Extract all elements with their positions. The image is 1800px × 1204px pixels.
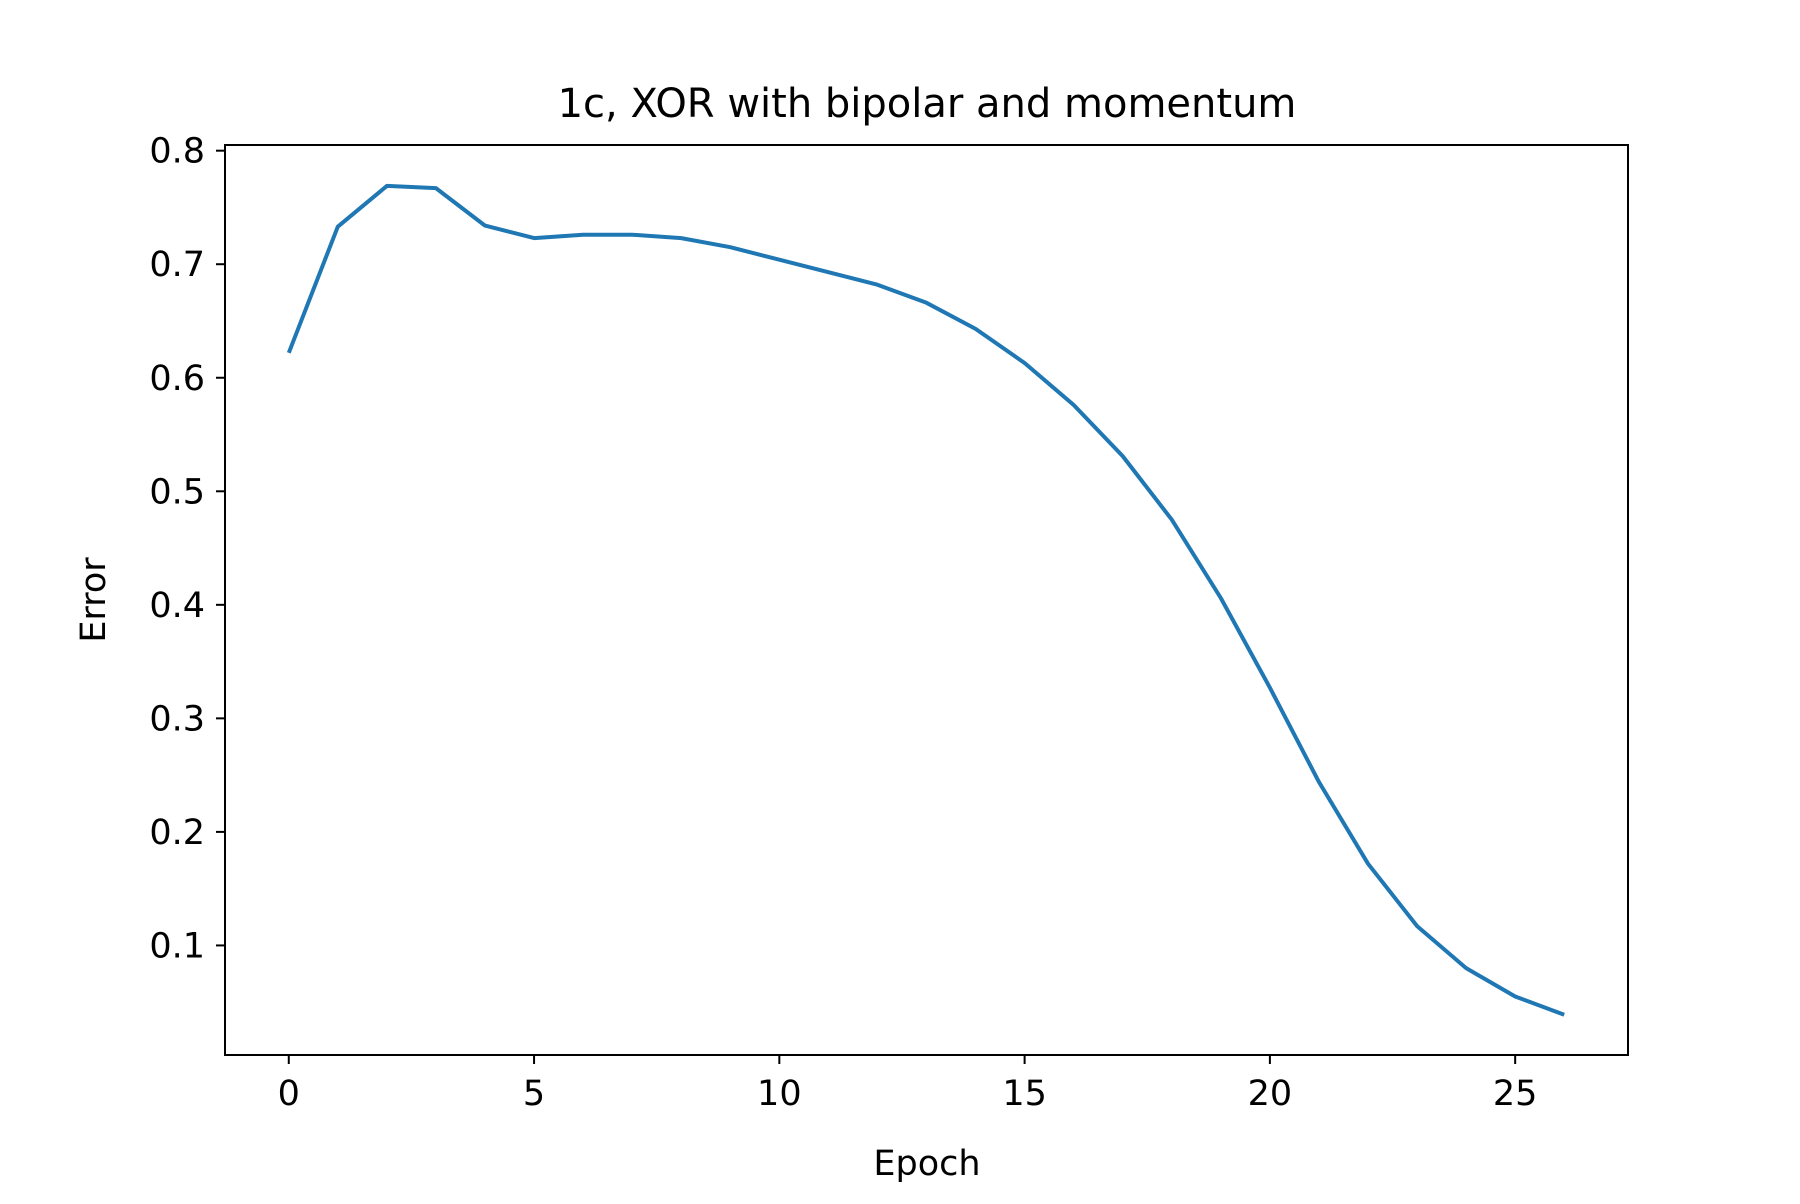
y-axis: 0.1 0.2 0.3 0.4 0.5 0.6 0.7 0.8	[149, 132, 225, 966]
x-axis: 0 5 10 15 20 25	[278, 1055, 1538, 1114]
x-tick-label: 15	[1002, 1074, 1047, 1114]
chart-title: 1c, XOR with bipolar and momentum	[558, 81, 1297, 127]
y-tick-label: 0.7	[149, 245, 205, 285]
y-tick-label: 0.8	[149, 132, 205, 172]
x-tick-label: 20	[1248, 1074, 1293, 1114]
x-tick-label: 25	[1493, 1074, 1538, 1114]
y-tick-label: 0.1	[149, 926, 205, 966]
y-tick-label: 0.3	[149, 699, 205, 739]
error-series-line	[286, 183, 1565, 1017]
y-axis-label: Error	[74, 557, 114, 643]
x-tick-label: 5	[523, 1074, 545, 1114]
axes-frame	[224, 144, 1629, 1056]
y-tick-label: 0.6	[149, 359, 205, 399]
y-tick-label: 0.5	[149, 472, 205, 512]
y-tick-label: 0.2	[149, 813, 205, 853]
plot-area	[286, 183, 1565, 1017]
x-tick-label: 0	[278, 1074, 300, 1114]
x-tick-label: 10	[757, 1074, 802, 1114]
x-axis-label: Epoch	[873, 1144, 980, 1184]
y-tick-label: 0.4	[149, 586, 205, 626]
